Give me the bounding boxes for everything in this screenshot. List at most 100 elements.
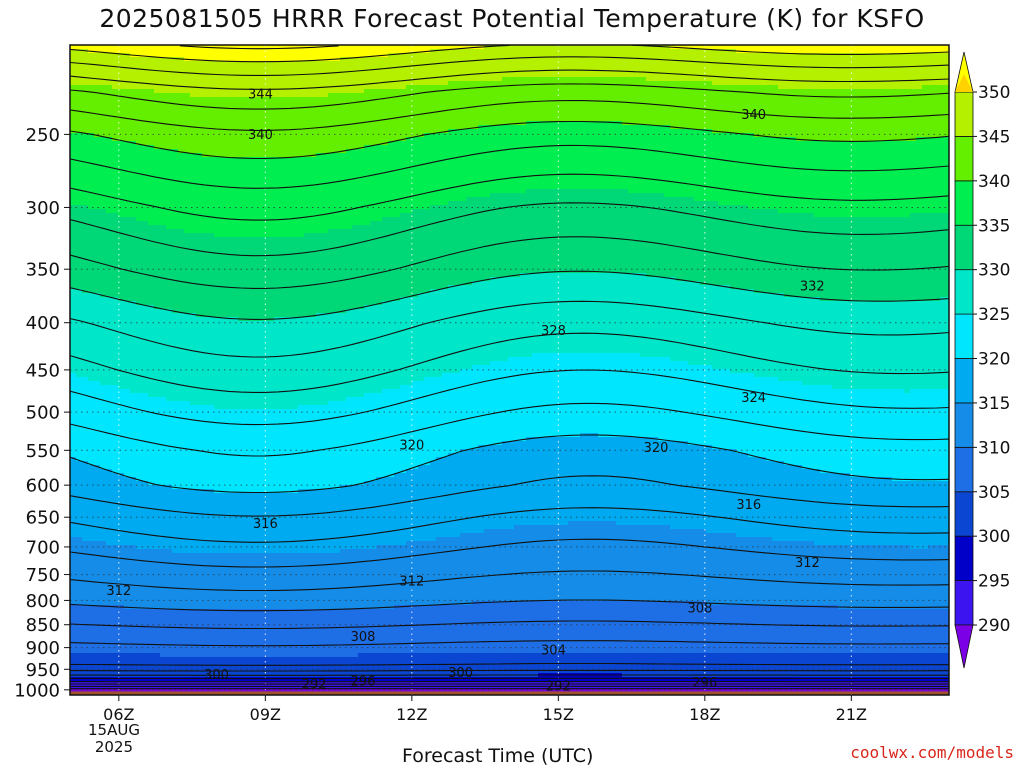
theta-fill-cell bbox=[382, 45, 389, 58]
theta-fill-cell bbox=[70, 205, 77, 290]
theta-fill-cell bbox=[94, 605, 101, 654]
theta-fill-cell bbox=[844, 301, 851, 390]
theta-fill-cell bbox=[724, 681, 731, 690]
theta-fill-cell bbox=[100, 209, 107, 298]
theta-fill-cell bbox=[178, 229, 185, 314]
theta-fill-cell bbox=[820, 141, 827, 218]
theta-fill-cell bbox=[394, 653, 401, 678]
theta-fill-cell bbox=[886, 545, 893, 610]
theta-fill-cell bbox=[646, 277, 653, 358]
theta-fill-cell bbox=[700, 365, 707, 446]
theta-fill-cell bbox=[316, 489, 323, 554]
theta-fill-cell bbox=[304, 45, 311, 62]
theta-fill-cell bbox=[196, 489, 203, 554]
theta-fill-cell bbox=[820, 473, 827, 546]
theta-fill-cell bbox=[232, 317, 239, 410]
theta-fill-cell bbox=[172, 553, 179, 610]
theta-fill-cell bbox=[442, 605, 449, 654]
theta-fill-cell bbox=[580, 77, 587, 122]
theta-fill-cell bbox=[214, 493, 221, 554]
theta-fill-cell bbox=[712, 85, 719, 134]
colorbar-tick-label: 350 bbox=[978, 83, 1010, 103]
theta-fill-cell bbox=[178, 153, 185, 230]
theta-fill-cell bbox=[82, 133, 89, 206]
theta-fill-cell bbox=[808, 213, 815, 298]
theta-fill-cell bbox=[88, 85, 95, 134]
theta-fill-cell bbox=[544, 601, 551, 654]
theta-fill-cell bbox=[100, 297, 107, 386]
theta-fill-cell bbox=[868, 141, 875, 218]
theta-fill-cell bbox=[910, 213, 917, 302]
theta-fill-cell bbox=[508, 653, 515, 678]
theta-fill-cell bbox=[268, 61, 275, 98]
theta-color-fills bbox=[70, 45, 949, 695]
theta-fill-cell bbox=[880, 389, 887, 478]
theta-fill-cell bbox=[124, 45, 131, 54]
theta-fill-cell bbox=[616, 353, 623, 438]
theta-fill-cell bbox=[940, 137, 947, 214]
theta-fill-cell bbox=[736, 681, 743, 690]
theta-fill-cell bbox=[748, 45, 755, 54]
credit-link[interactable]: coolwx.com/models bbox=[850, 743, 1014, 762]
theta-fill-cell bbox=[400, 473, 407, 546]
theta-fill-cell bbox=[148, 549, 155, 610]
theta-fill-cell bbox=[724, 133, 731, 206]
theta-fill-cell bbox=[718, 45, 725, 50]
pressure-tick-label: 800 bbox=[26, 591, 60, 612]
theta-fill-cell bbox=[484, 681, 491, 690]
theta-fill-cell bbox=[448, 45, 455, 50]
theta-fill-cell bbox=[658, 677, 665, 682]
theta-fill-cell bbox=[154, 549, 161, 610]
theta-fill-cell bbox=[130, 545, 137, 610]
theta-fill-cell bbox=[328, 313, 335, 402]
theta-fill-cell bbox=[250, 677, 257, 682]
theta-fill-cell bbox=[892, 217, 899, 302]
theta-fill-cell bbox=[298, 237, 305, 318]
theta-fill-cell bbox=[910, 45, 917, 54]
theta-fill-cell bbox=[886, 681, 893, 690]
theta-fill-cell bbox=[394, 605, 401, 654]
theta-fill-cell bbox=[844, 45, 851, 54]
colorbar-band bbox=[954, 91, 974, 137]
theta-fill-cell bbox=[436, 289, 443, 378]
theta-fill-cell bbox=[454, 201, 461, 286]
theta-fill-cell bbox=[796, 381, 803, 466]
theta-fill-cell bbox=[346, 57, 353, 94]
theta-fill-cell bbox=[382, 217, 389, 302]
theta-fill-cell bbox=[538, 121, 545, 190]
theta-fill-cell bbox=[112, 545, 119, 606]
theta-fill-cell bbox=[856, 53, 863, 90]
theta-fill-cell bbox=[172, 149, 179, 230]
theta-fill-cell bbox=[142, 145, 149, 222]
theta-fill-cell bbox=[766, 53, 773, 86]
theta-fill-cell bbox=[508, 125, 515, 194]
theta-fill-cell bbox=[184, 93, 191, 154]
theta-fill-cell bbox=[400, 653, 407, 678]
theta-fill-cell bbox=[256, 61, 263, 98]
theta-fill-cell bbox=[238, 493, 245, 554]
theta-fill-cell bbox=[766, 461, 773, 538]
theta-fill-cell bbox=[850, 389, 857, 478]
theta-fill-cell bbox=[598, 437, 605, 522]
colorbar-tick-label: 305 bbox=[978, 483, 1010, 503]
theta-fill-cell bbox=[688, 601, 695, 654]
theta-fill-cell bbox=[688, 197, 695, 282]
theta-fill-cell bbox=[220, 553, 227, 610]
theta-fill-cell bbox=[88, 381, 95, 466]
theta-fill-cell bbox=[388, 53, 395, 90]
theta-fill-cell bbox=[856, 545, 863, 610]
theta-fill-cell bbox=[922, 53, 929, 86]
contour-label: 296 bbox=[692, 676, 717, 691]
theta-fill-cell bbox=[424, 653, 431, 678]
theta-fill-cell bbox=[586, 601, 593, 654]
theta-fill-cell bbox=[862, 609, 869, 654]
theta-fill-cell bbox=[580, 45, 587, 78]
theta-fill-cell bbox=[274, 237, 281, 318]
theta-fill-cell bbox=[202, 657, 209, 678]
theta-fill-cell bbox=[250, 45, 257, 62]
theta-fill-cell bbox=[376, 45, 383, 58]
theta-fill-cell bbox=[190, 657, 197, 678]
theta-fill-cell bbox=[616, 273, 623, 354]
theta-fill-cell bbox=[268, 609, 275, 658]
theta-fill-cell bbox=[574, 45, 581, 78]
